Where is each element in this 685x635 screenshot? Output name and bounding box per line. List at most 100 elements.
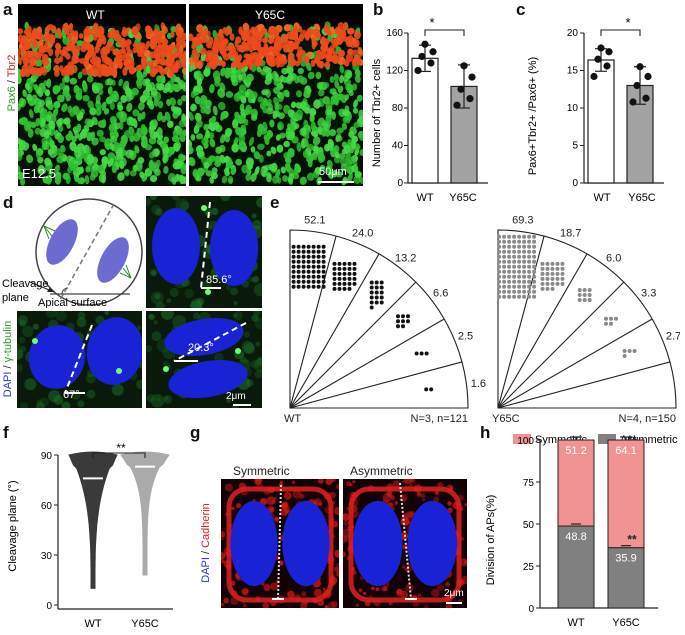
nucleus — [286, 150, 295, 158]
schematic-angle-arc — [61, 287, 69, 295]
tbr2-nucleus — [83, 28, 89, 37]
nucleus — [215, 155, 221, 164]
tbr2-nucleus — [69, 29, 75, 37]
division-dot — [342, 281, 347, 286]
polar-group-y65c: 69.318.76.03.32.70Y65CN=4, n=150 — [492, 215, 680, 425]
nucleus — [166, 99, 172, 106]
nucleus — [150, 87, 158, 96]
nucleus — [18, 165, 21, 175]
polar-value-label: 18.7 — [560, 228, 581, 240]
division-dot — [527, 264, 532, 269]
division-dot — [507, 259, 512, 264]
nucleus — [257, 143, 265, 151]
division-dot — [517, 259, 522, 264]
cadherin-speck — [336, 563, 339, 568]
division-dot — [609, 316, 613, 321]
nucleus — [306, 172, 315, 181]
division-dot — [406, 314, 410, 319]
data-point — [605, 48, 613, 56]
nucleus — [75, 92, 83, 101]
stain-label-g: DAPI / Cadherin — [200, 488, 214, 598]
division-dot — [301, 259, 306, 264]
nucleus — [101, 156, 109, 165]
nucleus — [299, 100, 307, 110]
tbr2-nucleus — [222, 38, 229, 45]
nucleus — [283, 24, 291, 32]
haze — [179, 201, 190, 211]
tbr2-nucleus — [182, 41, 186, 48]
tbr2-nucleus — [122, 67, 128, 76]
tbr2-nucleus — [344, 60, 350, 67]
nucleus — [123, 169, 130, 176]
cadherin-speck — [400, 590, 409, 599]
nucleus — [87, 153, 95, 163]
tbr2-nucleus — [137, 64, 143, 71]
sig-bottom: ** — [627, 533, 637, 547]
haze — [154, 293, 161, 300]
tbr2-nucleus — [252, 51, 259, 60]
nucleus — [57, 94, 65, 103]
division-dot — [306, 259, 311, 264]
data-point — [468, 73, 476, 81]
nucleus — [313, 99, 321, 109]
micrograph-a-wt-canvas — [18, 4, 186, 186]
tbr2-nucleus — [73, 48, 79, 55]
division-dot — [332, 281, 337, 286]
nucleus — [326, 159, 333, 169]
division-dot — [311, 244, 316, 249]
haze — [48, 390, 61, 403]
nucleus — [178, 134, 186, 142]
tbr2-nucleus — [59, 65, 64, 73]
tbr2-nucleus — [54, 70, 60, 77]
nucleus — [324, 143, 331, 152]
polar-spoke — [289, 235, 337, 409]
division-dot — [522, 274, 527, 279]
tbr2-nucleus — [25, 43, 32, 50]
division-dot — [560, 281, 565, 286]
sig-bracket — [92, 452, 146, 458]
division-dot — [517, 279, 522, 284]
tbr2-nucleus — [170, 31, 175, 38]
haze — [254, 370, 262, 379]
division-dot — [497, 274, 502, 279]
polar-value-label: 6.0 — [606, 252, 621, 264]
nucleus — [266, 130, 274, 138]
nucleus — [118, 78, 123, 87]
tbr2-nucleus — [201, 34, 208, 41]
tbr2-nucleus — [217, 59, 225, 66]
nucleus — [156, 75, 162, 83]
data-point — [633, 81, 641, 90]
haze — [253, 311, 261, 316]
division-dot — [321, 279, 326, 284]
cadherin-speck — [221, 533, 225, 541]
cadherin-speck — [464, 503, 467, 507]
nucleus — [41, 86, 47, 93]
tissue-red-band — [18, 26, 186, 78]
nucleus — [149, 130, 157, 139]
haze — [192, 312, 200, 320]
division-dot — [527, 244, 532, 249]
tbr2-nucleus — [206, 40, 213, 49]
tbr2-nucleus — [189, 33, 194, 41]
polar-value-label: 6.6 — [433, 287, 448, 299]
centrosome-dot — [235, 348, 241, 354]
tbr2-nucleus — [353, 30, 361, 40]
cadherin-speck — [437, 584, 444, 592]
division-dot — [497, 234, 502, 239]
division-dot — [347, 276, 352, 281]
nucleus — [162, 154, 168, 162]
nucleus — [315, 71, 322, 80]
nucleus — [346, 166, 353, 175]
nucleus — [63, 118, 70, 125]
division-dot — [545, 276, 550, 281]
tbr2-nucleus — [155, 36, 162, 44]
micrograph-d2-canvas — [17, 311, 142, 408]
cadherin-speck — [355, 603, 359, 607]
division-dot — [527, 234, 532, 239]
nucleus — [275, 134, 281, 141]
nucleus — [82, 94, 90, 102]
division-dot — [622, 349, 627, 353]
segment-label: 48.8 — [565, 531, 586, 543]
cadherin-speck — [283, 491, 292, 500]
cleavage-line — [200, 201, 211, 289]
